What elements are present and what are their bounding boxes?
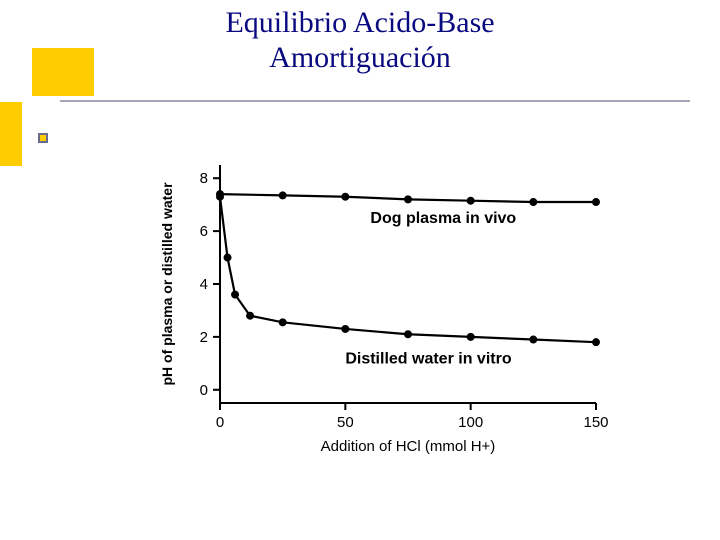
svg-text:2: 2 — [200, 329, 208, 346]
title-line-1: Equilibrio Acido-Base — [0, 6, 720, 41]
svg-text:6: 6 — [200, 223, 208, 240]
svg-text:8: 8 — [200, 170, 208, 187]
svg-text:4: 4 — [200, 276, 208, 293]
title-line-2: Amortiguación — [0, 41, 720, 76]
svg-text:Dog plasma in vivo: Dog plasma in vivo — [370, 210, 516, 227]
svg-text:Addition of HCl (mmol H+): Addition of HCl (mmol H+) — [321, 438, 496, 455]
bullet-square — [38, 133, 48, 143]
slide-title: Equilibrio Acido-Base Amortiguación — [0, 6, 720, 75]
accent-block-left — [0, 102, 22, 166]
buffer-chart: 0 2 4 6 8 0 50 100 150 pH of plasma or distilled … — [148, 145, 618, 475]
svg-text:Distilled water in vitro: Distilled water in vitro — [345, 350, 511, 367]
svg-text:0: 0 — [216, 414, 224, 431]
svg-text:0: 0 — [200, 382, 208, 399]
svg-text:pH of plasma or distilled wate: pH of plasma or distilled water — [159, 182, 175, 386]
svg-text:50: 50 — [337, 414, 354, 431]
svg-text:100: 100 — [458, 414, 483, 431]
title-divider — [60, 100, 690, 102]
svg-text:150: 150 — [583, 414, 608, 431]
